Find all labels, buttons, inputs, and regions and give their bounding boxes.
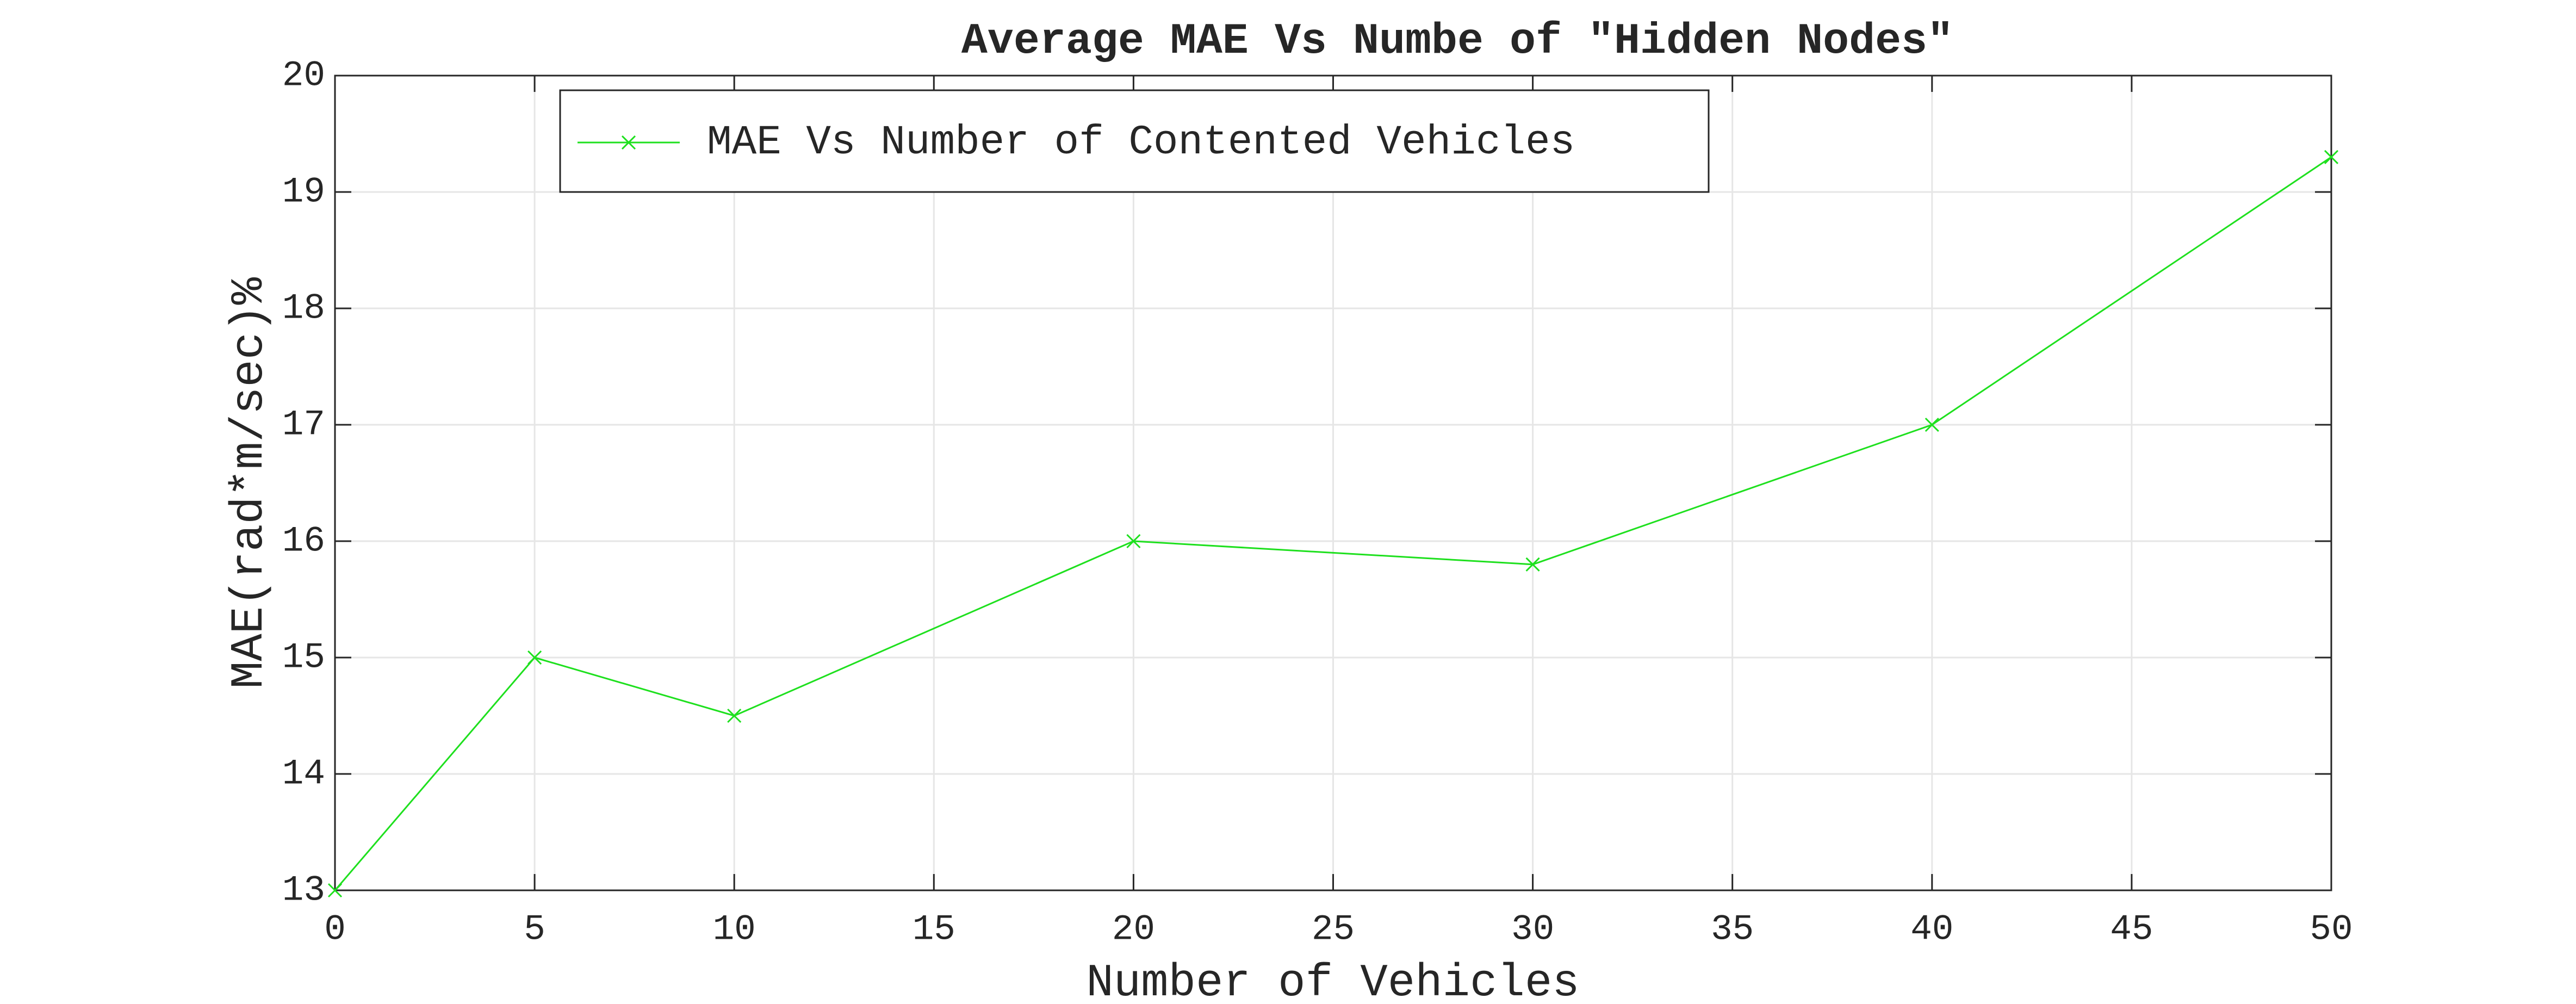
marker — [1925, 417, 1939, 432]
y-axis-label: MAE(rad*m/sec)% — [224, 277, 276, 689]
y-tick-label: 19 — [282, 171, 325, 212]
x-tick-label: 25 — [1312, 909, 1355, 950]
marker — [527, 650, 542, 665]
marker — [2324, 150, 2339, 164]
y-tick-label: 20 — [282, 55, 325, 96]
y-tick-label: 14 — [282, 753, 325, 794]
x-tick-label: 5 — [524, 909, 545, 950]
x-tick-label: 45 — [2110, 909, 2153, 950]
x-tick-label: 20 — [1112, 909, 1155, 950]
y-tick-label: 15 — [282, 637, 325, 678]
y-tick-label: 18 — [282, 288, 325, 329]
x-tick-label: 35 — [1711, 909, 1754, 950]
plot — [327, 150, 2339, 898]
legend: MAE Vs Number of Contented Vehicles — [559, 89, 1710, 193]
marker — [727, 708, 742, 723]
x-tick-label: 10 — [713, 909, 756, 950]
x-tick-label: 50 — [2310, 909, 2352, 950]
x-axis-label: Number of Vehicles — [1086, 958, 1579, 1004]
marker — [327, 883, 343, 898]
x-tick-label: 15 — [913, 909, 955, 950]
y-tick-label: 16 — [282, 520, 325, 561]
x-tick-label: 0 — [324, 909, 346, 950]
x-tick-label: 30 — [1511, 909, 1554, 950]
legend-box — [559, 89, 1710, 193]
chart-title: Average MAE Vs Numbe of "Hidden Nodes" — [961, 17, 1953, 66]
marker — [621, 135, 636, 150]
legend-label: MAE Vs Number of Contented Vehicles — [707, 119, 1575, 166]
y-tick-label: 13 — [282, 870, 325, 910]
marker — [1126, 534, 1141, 549]
y-tick-label: 17 — [282, 404, 325, 445]
x-tick-label: 40 — [1910, 909, 1953, 950]
marker — [1525, 557, 1540, 572]
plot-frame — [334, 75, 2332, 891]
